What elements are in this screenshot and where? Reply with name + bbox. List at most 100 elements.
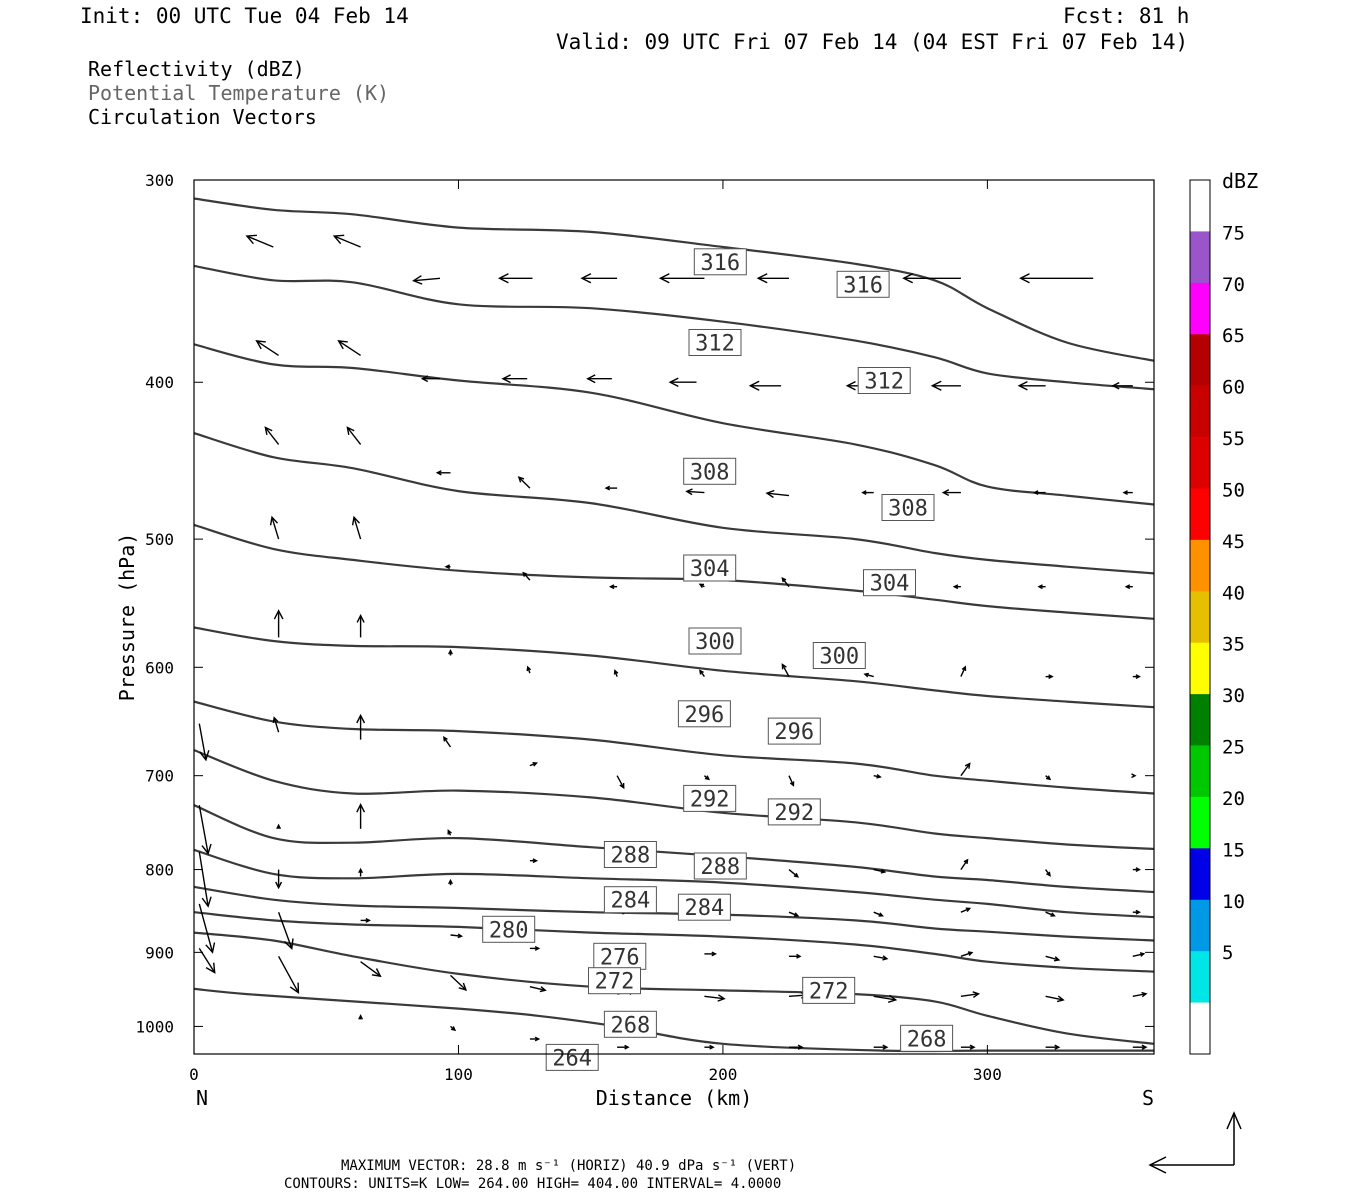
circulation-vector [960, 991, 981, 998]
svg-text:292: 292 [774, 801, 814, 826]
circulation-vector [580, 273, 618, 284]
circulation-vector [861, 490, 874, 496]
circulation-vector [448, 649, 453, 656]
circulation-vector [703, 775, 710, 781]
circulation-vector [617, 1044, 630, 1050]
circulation-vector [685, 488, 705, 496]
circulation-vector [1111, 381, 1133, 390]
field-reflectivity-label: Reflectivity (dBZ) [88, 57, 305, 81]
circulation-vector [346, 426, 362, 445]
colorbar-label: 30 [1222, 685, 1245, 707]
x-tick-label: 100 [444, 1065, 473, 1084]
circulation-vector [275, 869, 283, 890]
contour-label: 300 [688, 627, 742, 655]
colorbar-segment [1190, 796, 1210, 849]
circulation-vector [255, 340, 279, 356]
circulation-vector [1132, 1044, 1148, 1050]
svg-text:312: 312 [864, 370, 904, 395]
circulation-vector [1132, 909, 1141, 915]
circulation-vector [356, 713, 366, 740]
circulation-vector [356, 614, 365, 638]
circulation-vector [788, 911, 800, 917]
circulation-vector [930, 380, 961, 391]
theta-contour-268 [194, 931, 1154, 1045]
circulation-vector [272, 716, 280, 733]
circulation-vector [269, 515, 280, 540]
svg-text:264: 264 [552, 1046, 592, 1071]
y-tick-label: 400 [145, 373, 174, 392]
theta-contour-312 [194, 264, 1154, 391]
contour-label: 296 [677, 700, 731, 728]
footer-contours: CONTOURS: UNITS=K LOW= 264.00 HIGH= 404.… [284, 1176, 782, 1192]
colorbar-label: 70 [1222, 274, 1245, 296]
circulation-vector [358, 1014, 364, 1020]
circulation-vector [586, 374, 612, 384]
circulation-vector [198, 851, 212, 908]
colorbar-segment [1190, 539, 1210, 592]
svg-text:308: 308 [690, 460, 730, 485]
colorbar-segment [1190, 694, 1210, 746]
contour-label: 316 [836, 270, 890, 298]
circulation-vector [1037, 584, 1046, 590]
circulation-vector [941, 489, 961, 497]
svg-text:280: 280 [489, 918, 529, 943]
circulation-vector [873, 911, 884, 917]
contour-label: 316 [693, 248, 747, 276]
contour-label: 276 [593, 942, 647, 970]
circulation-vector [613, 669, 619, 677]
circulation-vector [756, 273, 789, 284]
svg-text:316: 316 [843, 273, 883, 298]
circulation-vector [1017, 380, 1046, 391]
circulation-vector [412, 275, 441, 285]
circulation-vector [1131, 773, 1137, 779]
circulation-vector [198, 723, 210, 762]
theta-contour-288 [194, 749, 1154, 851]
y-tick-label: 900 [145, 943, 174, 962]
svg-text:292: 292 [690, 787, 730, 812]
colorbar-frame [1189, 179, 1211, 1055]
colorbar-segment [1190, 642, 1210, 695]
circulation-vector [960, 762, 971, 777]
colorbar-label: 25 [1222, 737, 1245, 759]
circulation-vector [332, 234, 361, 248]
circulation-vector [501, 374, 528, 384]
contour-label: 284 [677, 893, 731, 921]
reference-vector-icon [1148, 1111, 1242, 1174]
circulation-vector [198, 903, 216, 954]
circulation-vector [781, 663, 790, 677]
contour-label: 272 [588, 967, 641, 995]
circulation-vector [1045, 775, 1052, 781]
circulation-vector [788, 869, 799, 878]
field-vectors-label: Circulation Vectors [88, 105, 317, 129]
circulation-vector [873, 773, 882, 779]
circulation-vectors [198, 234, 1148, 1050]
contour-label: 292 [767, 798, 821, 826]
svg-text:268: 268 [611, 1013, 651, 1038]
colorbar-label: 50 [1222, 480, 1245, 502]
y-tick-label: 600 [145, 658, 174, 677]
colorbar-segment [1190, 591, 1210, 643]
colorbar-label: 35 [1222, 634, 1245, 656]
svg-text:268: 268 [907, 1027, 947, 1052]
colorbar-segment [1190, 231, 1210, 284]
circulation-vector [1033, 490, 1046, 496]
svg-text:284: 284 [611, 889, 651, 914]
x-end-label-north: N [196, 1086, 208, 1110]
theta-contour-280 [194, 848, 1154, 919]
y-tick-label: 300 [145, 171, 174, 190]
circulation-vector [1122, 490, 1133, 496]
circulation-vector [1132, 991, 1148, 998]
svg-text:296: 296 [685, 703, 725, 728]
circulation-vector [1132, 867, 1141, 873]
contour-label: 300 [812, 642, 866, 670]
contour-label: 304 [683, 554, 737, 582]
colorbar-label: 60 [1222, 377, 1245, 399]
circulation-vector [444, 564, 451, 570]
svg-text:276: 276 [600, 945, 640, 970]
circulation-vector [447, 829, 452, 836]
svg-text:316: 316 [700, 251, 740, 276]
circulation-vector [668, 377, 697, 388]
circulation-vector [781, 576, 790, 588]
svg-text:312: 312 [695, 332, 735, 357]
theta-contour-296 [194, 626, 1154, 709]
